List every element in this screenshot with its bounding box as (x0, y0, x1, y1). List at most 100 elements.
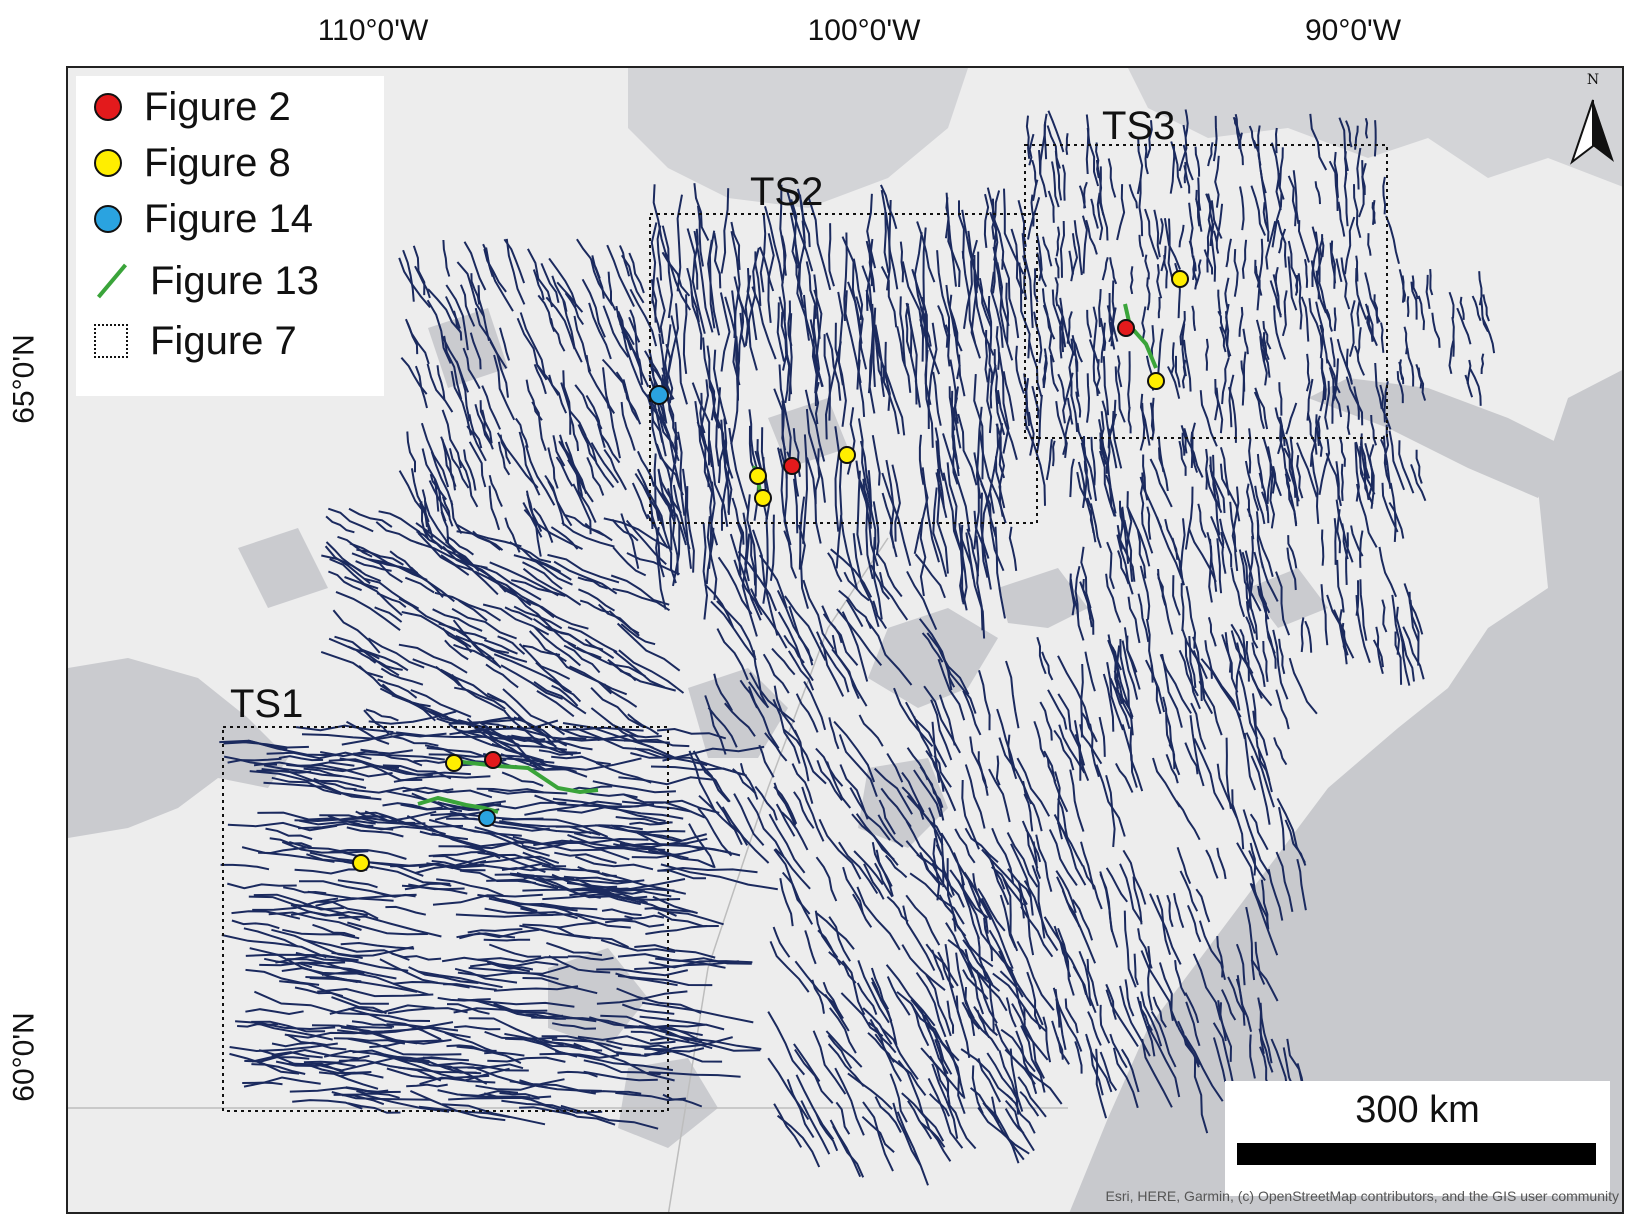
esker-line (707, 706, 738, 748)
esker-line (644, 906, 694, 913)
esker-line (1124, 979, 1135, 1017)
esker-line (286, 958, 363, 975)
esker-line (522, 977, 598, 995)
esker-line (827, 1034, 853, 1069)
esker-line (615, 305, 635, 346)
esker-line (905, 302, 921, 408)
esker-line (610, 574, 670, 606)
esker-line (512, 835, 630, 861)
esker-line (388, 1055, 496, 1084)
esker-line (1243, 732, 1257, 791)
esker-line (450, 370, 472, 436)
esker-line (1126, 505, 1151, 567)
esker-line (1235, 642, 1242, 711)
esker-line (1224, 632, 1232, 673)
esker-line (500, 753, 588, 778)
esker-line (1116, 355, 1123, 388)
esker-line (1251, 693, 1269, 756)
esker-line (533, 680, 587, 715)
esker-line (321, 554, 382, 582)
esker-line (400, 800, 506, 811)
esker-line (604, 919, 665, 928)
figure8-point (445, 754, 463, 772)
esker-line (1144, 143, 1149, 175)
esker-line (1027, 411, 1035, 456)
esker-line (1028, 133, 1035, 166)
esker-line (600, 841, 702, 851)
esker-line (584, 435, 615, 489)
esker-line (1333, 307, 1337, 332)
esker-line (1205, 849, 1219, 879)
esker-line (1406, 296, 1410, 317)
esker-line (1185, 586, 1197, 649)
esker-line (1210, 223, 1217, 282)
esker-line (404, 576, 435, 594)
esker-line (247, 739, 288, 750)
esker-line (1315, 414, 1320, 446)
esker-line (1275, 571, 1291, 636)
esker-line (478, 721, 540, 771)
esker-line (644, 350, 665, 393)
north-label: N (1587, 72, 1599, 88)
esker-line (575, 727, 674, 760)
esker-line (1099, 1004, 1111, 1044)
esker-line (448, 719, 515, 725)
esker-line (902, 905, 936, 972)
esker-line (331, 996, 387, 1015)
esker-line (702, 522, 709, 620)
esker-line (1179, 310, 1186, 346)
esker-line (600, 1014, 703, 1037)
esker-line (489, 561, 559, 597)
esker-line (1086, 373, 1091, 423)
esker-line (958, 200, 965, 259)
esker-line (1183, 339, 1192, 392)
esker-line (554, 851, 617, 864)
esker-line (334, 635, 400, 677)
esker-line (1275, 851, 1294, 912)
esker-line (1057, 655, 1091, 727)
esker-line (769, 514, 775, 581)
esker-line (778, 364, 792, 463)
map-frame[interactable] (66, 66, 1624, 1214)
esker-line (1383, 381, 1389, 423)
esker-line (245, 953, 350, 961)
esker-line (988, 856, 1010, 906)
esker-line (828, 223, 835, 287)
esker-line (1230, 623, 1254, 674)
esker-line (1304, 259, 1309, 288)
esker-line (1086, 127, 1100, 187)
esker-line (1119, 638, 1130, 708)
esker-line (356, 548, 404, 566)
esker-line (435, 665, 461, 687)
esker-line (655, 526, 667, 610)
figure8-point (1171, 270, 1189, 288)
esker-line (777, 611, 814, 682)
esker-line (768, 813, 806, 874)
esker-line (576, 238, 601, 279)
esker-line (1245, 616, 1259, 649)
esker-line (1306, 412, 1318, 455)
esker-line (706, 516, 718, 601)
lake (238, 528, 328, 608)
esker-line (375, 521, 424, 546)
esker-line (1277, 416, 1284, 455)
esker-line (767, 1011, 806, 1076)
esker-line (269, 837, 312, 848)
esker-line (964, 948, 985, 1015)
esker-line (1156, 894, 1172, 955)
esker-line (1249, 842, 1257, 876)
esker-line (1245, 601, 1256, 634)
esker-line (286, 763, 400, 773)
esker-line (468, 441, 487, 488)
esker-line (1245, 583, 1258, 640)
esker-line (1225, 737, 1232, 810)
esker-line (271, 776, 342, 796)
esker-line (892, 1102, 922, 1166)
esker-line (333, 1093, 450, 1113)
esker-line (1057, 304, 1076, 356)
esker-line (1429, 269, 1434, 296)
esker-line (1219, 518, 1233, 568)
lake (768, 398, 848, 468)
esker-line (1054, 771, 1063, 840)
esker-line (1152, 757, 1181, 808)
